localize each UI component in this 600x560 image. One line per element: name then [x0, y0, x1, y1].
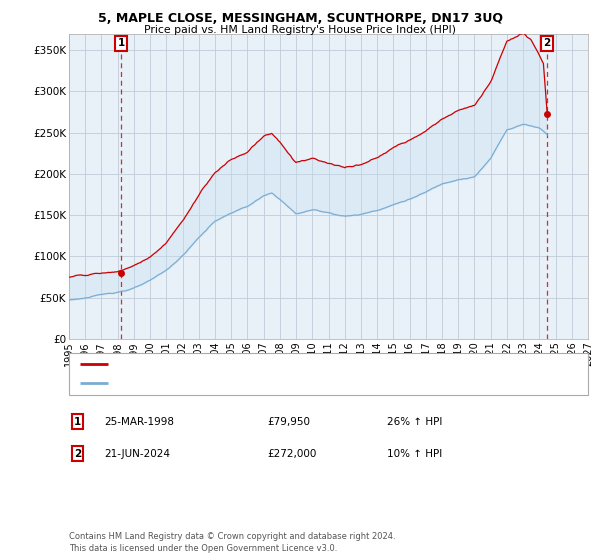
- Text: 1: 1: [74, 417, 81, 427]
- Text: 2: 2: [74, 449, 81, 459]
- Text: 25-MAR-1998: 25-MAR-1998: [104, 417, 174, 427]
- Text: 1: 1: [118, 38, 125, 48]
- Text: 2: 2: [544, 38, 551, 48]
- Text: 26% ↑ HPI: 26% ↑ HPI: [387, 417, 442, 427]
- Text: £272,000: £272,000: [267, 449, 316, 459]
- Text: Contains HM Land Registry data © Crown copyright and database right 2024.
This d: Contains HM Land Registry data © Crown c…: [69, 533, 395, 553]
- Text: 5, MAPLE CLOSE, MESSINGHAM, SCUNTHORPE, DN17 3UQ (detached house): 5, MAPLE CLOSE, MESSINGHAM, SCUNTHORPE, …: [113, 360, 457, 368]
- Text: 21-JUN-2024: 21-JUN-2024: [104, 449, 170, 459]
- Text: Price paid vs. HM Land Registry's House Price Index (HPI): Price paid vs. HM Land Registry's House …: [144, 25, 456, 35]
- Text: £79,950: £79,950: [267, 417, 310, 427]
- Text: HPI: Average price, detached house, North Lincolnshire: HPI: Average price, detached house, Nort…: [113, 379, 363, 388]
- Text: 5, MAPLE CLOSE, MESSINGHAM, SCUNTHORPE, DN17 3UQ: 5, MAPLE CLOSE, MESSINGHAM, SCUNTHORPE, …: [97, 12, 503, 25]
- Text: 10% ↑ HPI: 10% ↑ HPI: [387, 449, 442, 459]
